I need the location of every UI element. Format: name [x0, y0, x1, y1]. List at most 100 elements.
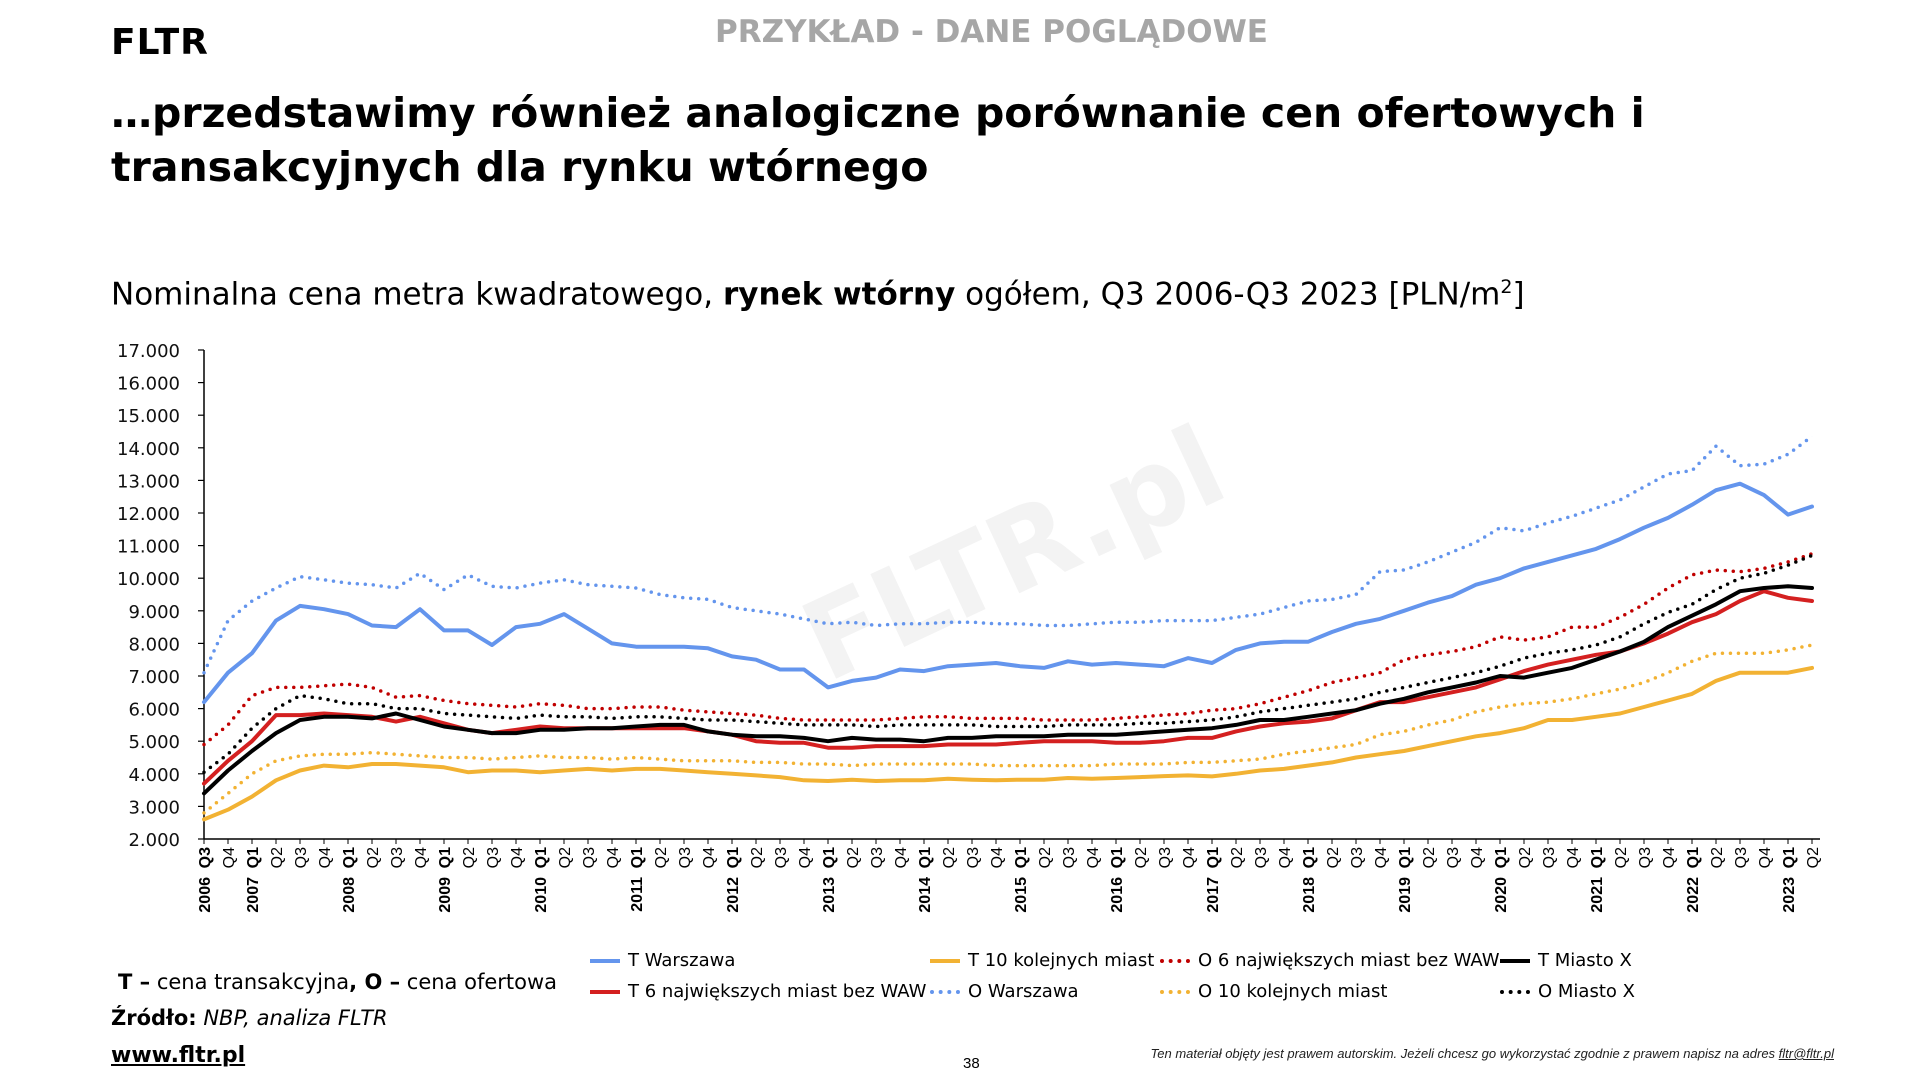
y-tick-label: 12.000 — [117, 504, 180, 525]
x-tick-label-quarter: Q3 — [869, 847, 886, 868]
series-line-o-10-kolejnych-miast — [202, 643, 1814, 815]
x-tick-label-quarter: Q3 — [773, 847, 790, 868]
series-line-o-miasto-x — [202, 553, 1814, 774]
x-tick-label-quarter: Q2 — [1613, 847, 1630, 868]
legend-label: T Warszawa — [628, 950, 736, 971]
y-tick-label: 17.000 — [117, 341, 180, 362]
x-tick-label-quarter: Q2 — [1229, 847, 1246, 868]
y-tick-label: 15.000 — [117, 406, 180, 427]
page-number: 38 — [963, 1055, 980, 1072]
x-tick-label-quarter: Q3 — [965, 847, 982, 868]
x-tick-label-year: 2019 — [1397, 877, 1414, 913]
x-tick-label-quarter: Q4 — [221, 847, 238, 868]
source-note: Źródło: NBP, analiza FLTR — [111, 1006, 388, 1030]
x-tick-label-quarter: Q2 — [1037, 847, 1054, 868]
x-tick-label-quarter: Q4 — [1469, 847, 1486, 868]
website-link[interactable]: www.fltr.pl — [111, 1043, 246, 1068]
x-tick-label-quarter: Q3 — [1541, 847, 1558, 868]
x-tick-label-year: 2008 — [341, 877, 358, 913]
solid-line-swatch-icon — [930, 958, 960, 963]
y-tick-label: 8.000 — [128, 634, 180, 655]
copyright-notice: Ten materiał objęty jest prawem autorski… — [1151, 1046, 1834, 1061]
chart-title-part3: ] — [1512, 276, 1525, 313]
x-tick-label-quarter: Q1 — [1109, 847, 1126, 868]
x-tick-label-quarter: Q1 — [1205, 847, 1222, 868]
chart-title-part2: ogółem, Q3 2006-Q3 2023 [PLN/m — [955, 276, 1501, 313]
y-tick-label: 13.000 — [117, 471, 180, 492]
series-line-t-warszawa — [202, 481, 1814, 705]
x-tick-label-year: 2013 — [821, 877, 838, 913]
x-tick-label-quarter: Q2 — [365, 847, 382, 868]
dotted-line-swatch-icon — [1160, 958, 1190, 963]
x-tick-label-quarter: Q3 — [1445, 847, 1462, 868]
y-tick-label: 3.000 — [128, 797, 180, 818]
y-tick-label: 10.000 — [117, 569, 180, 590]
legend-item: T Warszawa — [590, 950, 735, 971]
x-tick-label-quarter: Q4 — [797, 847, 814, 868]
note-t-text: cena transakcyjna — [150, 970, 350, 994]
x-axis: Q3 2006 Q4 Q1 2007 Q2 Q3 Q4 Q1 2008 Q2 Q3 Q4 Q1 2009 Q2… — [197, 838, 1822, 913]
series-line-t-miasto-x — [202, 584, 1814, 796]
series-lines — [202, 434, 1814, 822]
x-tick-label-quarter: Q1 — [341, 847, 358, 868]
x-tick-label-quarter: Q4 — [1565, 847, 1582, 868]
x-tick-label-quarter: Q4 — [605, 847, 622, 868]
series-line-o-warszawa — [202, 434, 1814, 675]
chart-title-superscript: 2 — [1500, 276, 1513, 298]
x-tick-label-quarter: Q3 — [1061, 847, 1078, 868]
y-tick-label: 9.000 — [128, 602, 180, 623]
x-tick-label-quarter: Q2 — [749, 847, 766, 868]
dotted-line-swatch-icon — [930, 989, 960, 994]
x-tick-label-year: 2006 — [197, 877, 214, 913]
legend-item: O 10 kolejnych miast — [1160, 981, 1387, 1002]
y-tick-label: 7.000 — [128, 667, 180, 688]
x-tick-label-quarter: Q3 — [677, 847, 694, 868]
x-tick-label-quarter: Q1 — [1685, 847, 1702, 868]
fltr-logo: FLTR — [111, 22, 209, 63]
legend-label: O Warszawa — [968, 981, 1079, 1002]
x-tick-label-year: 2021 — [1589, 877, 1606, 913]
solid-line-swatch-icon — [590, 958, 620, 963]
x-tick-label-quarter: Q3 — [1349, 847, 1366, 868]
x-tick-label-quarter: Q4 — [893, 847, 910, 868]
legend-item: T Miasto X — [1500, 950, 1632, 971]
chart-title-bold: rynek wtórny — [722, 276, 956, 313]
x-tick-label-quarter: Q4 — [989, 847, 1006, 868]
x-tick-label-year: 2007 — [245, 877, 262, 913]
series-line-t-6-najwi-kszych-miast-bez-waw — [202, 589, 1814, 786]
legend-label: O Miasto X — [1538, 981, 1635, 1002]
x-tick-label-quarter: Q3 — [1733, 847, 1750, 868]
x-tick-label-quarter: Q1 — [1781, 847, 1798, 868]
y-axis: 2.000 3.000 4.000 5.000 6.000 7.000 8.000 9.000… — [117, 341, 205, 851]
y-tick-label: 5.000 — [128, 732, 180, 753]
solid-line-swatch-icon — [590, 989, 620, 994]
x-tick-label-quarter: Q4 — [1277, 847, 1294, 868]
x-tick-label-quarter: Q3 — [1637, 847, 1654, 868]
x-tick-label-year: 2015 — [1013, 877, 1030, 913]
note-t-label: T – — [118, 970, 151, 994]
x-tick-label-quarter: Q2 — [941, 847, 958, 868]
legend-label: T Miasto X — [1538, 950, 1632, 971]
y-tick-label: 2.000 — [128, 830, 180, 851]
note-o-text: cena ofertowa — [400, 970, 558, 994]
x-tick-label-quarter: Q1 — [533, 847, 550, 868]
x-tick-label-quarter: Q3 — [485, 847, 502, 868]
email-link[interactable]: fltr@fltr.pl — [1778, 1046, 1834, 1061]
legend-item: O Miasto X — [1500, 981, 1635, 1002]
source-label: Źródło: — [111, 1006, 197, 1030]
chart-title-part1: Nominalna cena metra kwadratowego, — [111, 276, 723, 313]
x-tick-label-quarter: Q3 — [1157, 847, 1174, 868]
note-sep: , — [349, 970, 365, 994]
y-tick-label: 6.000 — [128, 700, 180, 721]
x-tick-label-quarter: Q2 — [1517, 847, 1534, 868]
x-tick-label-quarter: Q1 — [1301, 847, 1318, 868]
legend-item: O 6 największych miast bez WAW — [1160, 950, 1500, 971]
legend-label: O 10 kolejnych miast — [1198, 981, 1388, 1002]
legend-item: O Warszawa — [930, 981, 1079, 1002]
dotted-line-swatch-icon — [1500, 989, 1530, 994]
x-tick-label-quarter: Q3 — [293, 847, 310, 868]
x-tick-label-quarter: Q4 — [1661, 847, 1678, 868]
x-tick-label-quarter: Q3 — [389, 847, 406, 868]
line-chart: 2.000 3.000 4.000 5.000 6.000 7.000 8.000 9.000… — [117, 341, 1822, 913]
x-tick-label-quarter: Q4 — [1085, 847, 1102, 868]
